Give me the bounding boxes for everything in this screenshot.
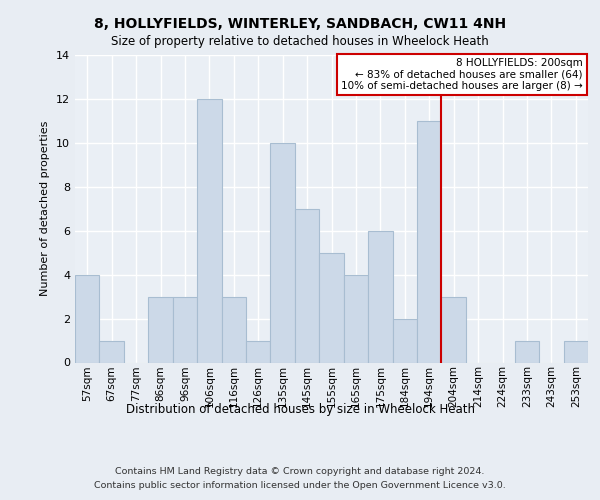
Bar bbox=[417, 121, 442, 362]
Text: Distribution of detached houses by size in Wheelock Heath: Distribution of detached houses by size … bbox=[125, 402, 475, 415]
Text: Contains public sector information licensed under the Open Government Licence v3: Contains public sector information licen… bbox=[94, 481, 506, 490]
Bar bbox=[319, 252, 344, 362]
Bar bbox=[246, 340, 271, 362]
Bar bbox=[515, 340, 539, 362]
Y-axis label: Number of detached properties: Number of detached properties bbox=[40, 121, 50, 296]
Bar bbox=[344, 274, 368, 362]
Text: 8 HOLLYFIELDS: 200sqm
← 83% of detached houses are smaller (64)
10% of semi-deta: 8 HOLLYFIELDS: 200sqm ← 83% of detached … bbox=[341, 58, 583, 92]
Bar bbox=[148, 296, 173, 362]
Bar bbox=[368, 230, 392, 362]
Bar bbox=[221, 296, 246, 362]
Bar bbox=[271, 143, 295, 362]
Bar bbox=[442, 296, 466, 362]
Bar bbox=[563, 340, 588, 362]
Text: 8, HOLLYFIELDS, WINTERLEY, SANDBACH, CW11 4NH: 8, HOLLYFIELDS, WINTERLEY, SANDBACH, CW1… bbox=[94, 18, 506, 32]
Bar bbox=[197, 99, 221, 362]
Bar bbox=[173, 296, 197, 362]
Bar bbox=[392, 318, 417, 362]
Bar bbox=[295, 209, 319, 362]
Bar bbox=[75, 274, 100, 362]
Text: Contains HM Land Registry data © Crown copyright and database right 2024.: Contains HM Land Registry data © Crown c… bbox=[115, 468, 485, 476]
Bar bbox=[100, 340, 124, 362]
Text: Size of property relative to detached houses in Wheelock Heath: Size of property relative to detached ho… bbox=[111, 35, 489, 48]
